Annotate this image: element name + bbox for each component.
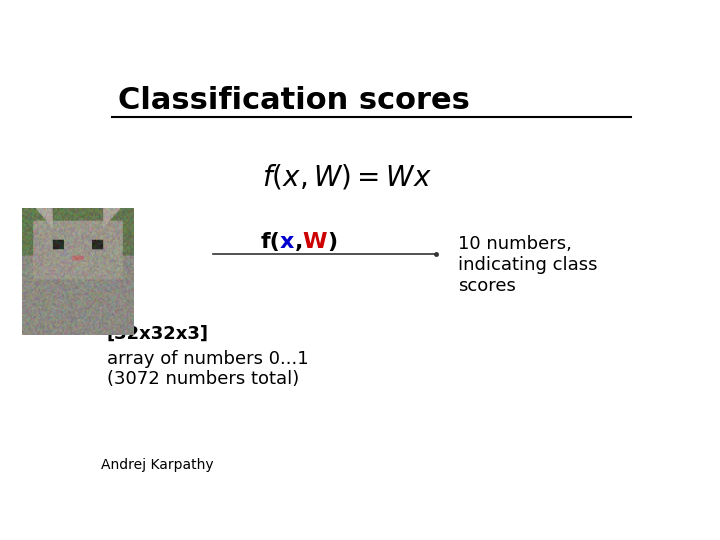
Text: x: x — [280, 232, 294, 252]
Text: $f(x, W) = Wx$: $f(x, W) = Wx$ — [262, 163, 431, 192]
Text: Andrej Karpathy: Andrej Karpathy — [101, 458, 214, 472]
Text: [32x32x3]: [32x32x3] — [107, 325, 209, 343]
Text: 10 numbers,
indicating class
scores: 10 numbers, indicating class scores — [459, 235, 598, 295]
Text: ,: , — [294, 232, 303, 252]
Text: f(: f( — [260, 232, 280, 252]
Text: ): ) — [328, 232, 338, 252]
Text: Classification scores: Classification scores — [118, 85, 469, 114]
Text: W: W — [303, 232, 328, 252]
Text: array of numbers 0...1
(3072 numbers total): array of numbers 0...1 (3072 numbers tot… — [107, 349, 308, 388]
